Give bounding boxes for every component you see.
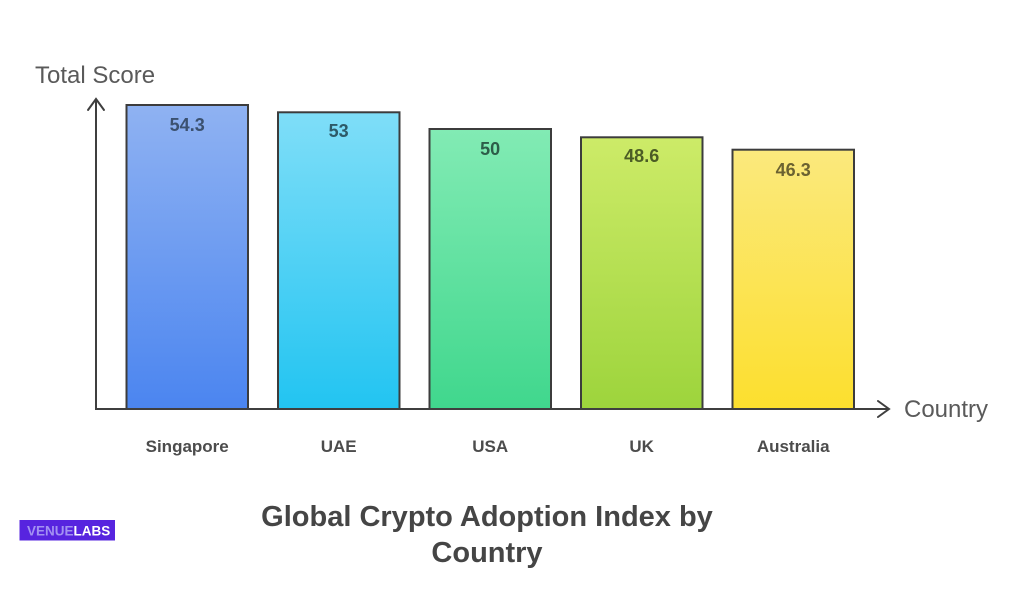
svg-text:Country: Country bbox=[431, 537, 542, 569]
svg-text:Global Crypto Adoption Index b: Global Crypto Adoption Index by bbox=[261, 501, 713, 533]
svg-text:UAE: UAE bbox=[321, 437, 357, 456]
svg-text:46.3: 46.3 bbox=[776, 160, 811, 180]
svg-text:VENUELABS: VENUELABS bbox=[27, 524, 110, 539]
svg-text:UK: UK bbox=[629, 437, 654, 456]
svg-text:USA: USA bbox=[472, 437, 508, 456]
svg-text:50: 50 bbox=[480, 139, 500, 159]
svg-text:54.3: 54.3 bbox=[170, 115, 205, 135]
svg-text:48.6: 48.6 bbox=[624, 146, 659, 166]
svg-text:Australia: Australia bbox=[757, 437, 830, 456]
svg-text:53: 53 bbox=[329, 121, 349, 141]
svg-text:Country: Country bbox=[904, 396, 988, 423]
svg-text:Total Score: Total Score bbox=[35, 62, 155, 89]
svg-text:Singapore: Singapore bbox=[146, 437, 229, 456]
